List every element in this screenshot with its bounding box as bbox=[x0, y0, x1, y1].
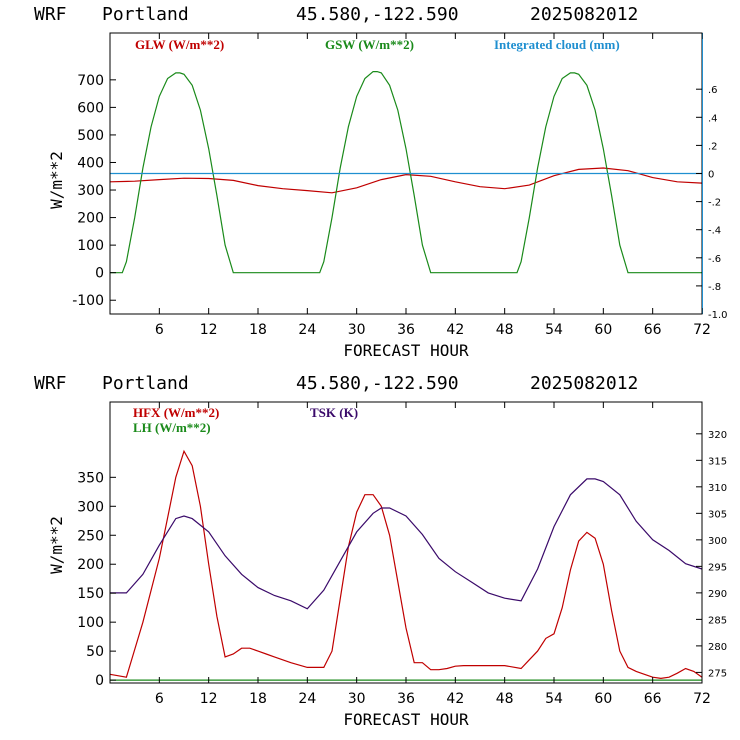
bottom-y2-tick-label: 295 bbox=[708, 562, 727, 573]
top-y-tick-label: 200 bbox=[77, 211, 104, 227]
bottom-y-tick-label: 100 bbox=[77, 615, 104, 631]
top-header-run: 2025082012 bbox=[530, 4, 638, 25]
top-y-tick-label: 100 bbox=[77, 238, 104, 254]
top-x-tick-label: 18 bbox=[249, 322, 267, 338]
top-legend: GLW (W/m**2) GSW (W/m**2) Integrated clo… bbox=[135, 37, 620, 52]
top-header-coords: 45.580,-122.590 bbox=[296, 4, 459, 25]
bottom-x-tick-label: 60 bbox=[594, 691, 612, 707]
bottom-plot-frame bbox=[109, 401, 703, 684]
top-y2-tick-label: .4 bbox=[708, 113, 718, 124]
bottom-y2-tick-label: 300 bbox=[708, 536, 727, 547]
top-y2-tick-label: -.6 bbox=[708, 254, 721, 265]
top-y2-tick-label: -1.0 bbox=[708, 310, 728, 321]
bottom-x-tick-label: 48 bbox=[496, 691, 514, 707]
top-series bbox=[109, 70, 703, 274]
bottom-y-tick-label: 300 bbox=[77, 499, 104, 515]
legend-lh: LH (W/m**2) bbox=[133, 420, 211, 435]
bottom-x-tick-label: 6 bbox=[155, 691, 164, 707]
bottom-x-tick-label: 42 bbox=[446, 691, 464, 707]
bottom-header-run: 2025082012 bbox=[530, 373, 638, 394]
top-y-tick-label: 400 bbox=[77, 155, 104, 171]
bottom-y2-tick-label: 315 bbox=[708, 456, 727, 467]
top-y-tick-label: 500 bbox=[77, 128, 104, 144]
bottom-y-tick-label: 50 bbox=[86, 644, 104, 660]
bottom-series-line-1 bbox=[109, 449, 703, 680]
top-x-tick-label: 66 bbox=[644, 322, 662, 338]
top-header-model: WRF bbox=[34, 4, 67, 25]
bottom-y-tick-label: 0 bbox=[95, 673, 104, 689]
top-y2-tick-label: 0 bbox=[708, 170, 714, 181]
top-x-tick-label: 6 bbox=[155, 322, 164, 338]
bottom-x-axis-label: FORECAST HOUR bbox=[343, 710, 469, 729]
top-y-tick-label: 700 bbox=[77, 73, 104, 89]
bottom-x-tick-label: 24 bbox=[298, 691, 316, 707]
bottom-x-tick-label: 12 bbox=[200, 691, 218, 707]
top-x-axis-label: FORECAST HOUR bbox=[343, 341, 469, 360]
top-y2-tick-label: .6 bbox=[708, 85, 718, 96]
bottom-y-tick-label: 350 bbox=[77, 470, 104, 486]
top-x-tick-label: 54 bbox=[545, 322, 563, 338]
top-series-line-1 bbox=[109, 167, 703, 194]
bottom-y2-tick-label: 285 bbox=[708, 615, 727, 626]
legend-hfx: HFX (W/m**2) bbox=[133, 405, 219, 420]
top-x-tick-label: 60 bbox=[594, 322, 612, 338]
bottom-x-tick-label: 18 bbox=[249, 691, 267, 707]
top-y2-tick-label: -.4 bbox=[708, 226, 721, 237]
bottom-y2-tick-label: 320 bbox=[708, 430, 727, 441]
bottom-x-tick-label: 36 bbox=[397, 691, 415, 707]
top-y-tick-label: 300 bbox=[77, 183, 104, 199]
top-panel: WRF Portland 45.580,-122.590 2025082012 … bbox=[34, 4, 728, 360]
top-right-axis-line bbox=[702, 33, 703, 314]
bottom-y2-tick-label: 310 bbox=[708, 483, 727, 494]
top-y2-tick-label: .2 bbox=[708, 141, 718, 152]
bottom-y-axis-label: W/m**2 bbox=[47, 516, 66, 574]
bottom-header-model: WRF bbox=[34, 373, 67, 394]
top-series-line-2 bbox=[110, 70, 702, 274]
top-x-tick-label: 30 bbox=[348, 322, 366, 338]
top-y-tick-label: 0 bbox=[95, 266, 104, 282]
top-y-tick-label: 600 bbox=[77, 100, 104, 116]
bottom-x-tick-label: 30 bbox=[348, 691, 366, 707]
bottom-y2-tick-label: 305 bbox=[708, 509, 727, 520]
bottom-y2-tick-label: 290 bbox=[708, 589, 727, 600]
legend-cloud: Integrated cloud (mm) bbox=[494, 37, 620, 52]
bottom-legend: HFX (W/m**2) LH (W/m**2) TSK (K) bbox=[133, 405, 358, 435]
bottom-y-tick-label: 250 bbox=[77, 528, 104, 544]
legend-glw: GLW (W/m**2) bbox=[135, 37, 224, 52]
top-y2-tick-label: -.2 bbox=[708, 198, 721, 209]
top-x-tick-label: 48 bbox=[496, 322, 514, 338]
legend-tsk: TSK (K) bbox=[310, 405, 358, 420]
bottom-x-tick-label: 54 bbox=[545, 691, 563, 707]
top-x-tick-label: 12 bbox=[200, 322, 218, 338]
bottom-y2-tick-label: 275 bbox=[708, 668, 727, 679]
bottom-header-location: Portland bbox=[102, 373, 189, 394]
bottom-y2-tick-label: 280 bbox=[708, 642, 727, 653]
bottom-panel: WRF Portland 45.580,-122.590 2025082012 … bbox=[34, 373, 727, 729]
top-y-axis-label: W/m**2 bbox=[47, 151, 66, 209]
top-y2-tick-label: -.8 bbox=[708, 282, 721, 293]
bottom-ticks: 6 12 18 24 30 36 42 48 54 60 66 72 350 300 250 200 150 10… bbox=[77, 402, 727, 707]
bottom-x-tick-label: 66 bbox=[644, 691, 662, 707]
legend-gsw: GSW (W/m**2) bbox=[325, 37, 414, 52]
top-x-tick-label: 42 bbox=[446, 322, 464, 338]
bottom-series-line-3 bbox=[110, 478, 703, 610]
top-ticks: 6 12 18 24 30 36 42 48 54 60 66 72 700 600 500 400 300 20… bbox=[72, 33, 728, 338]
top-x-tick-label: 72 bbox=[693, 322, 711, 338]
top-x-tick-label: 24 bbox=[298, 322, 316, 338]
bottom-y-tick-label: 150 bbox=[77, 586, 104, 602]
top-x-tick-label: 36 bbox=[397, 322, 415, 338]
bottom-y-tick-label: 200 bbox=[77, 557, 104, 573]
bottom-x-tick-label: 72 bbox=[693, 691, 711, 707]
bottom-series bbox=[109, 449, 703, 681]
top-y-tick-label: -100 bbox=[72, 293, 104, 309]
top-header-location: Portland bbox=[102, 4, 189, 25]
bottom-header-coords: 45.580,-122.590 bbox=[296, 373, 459, 394]
